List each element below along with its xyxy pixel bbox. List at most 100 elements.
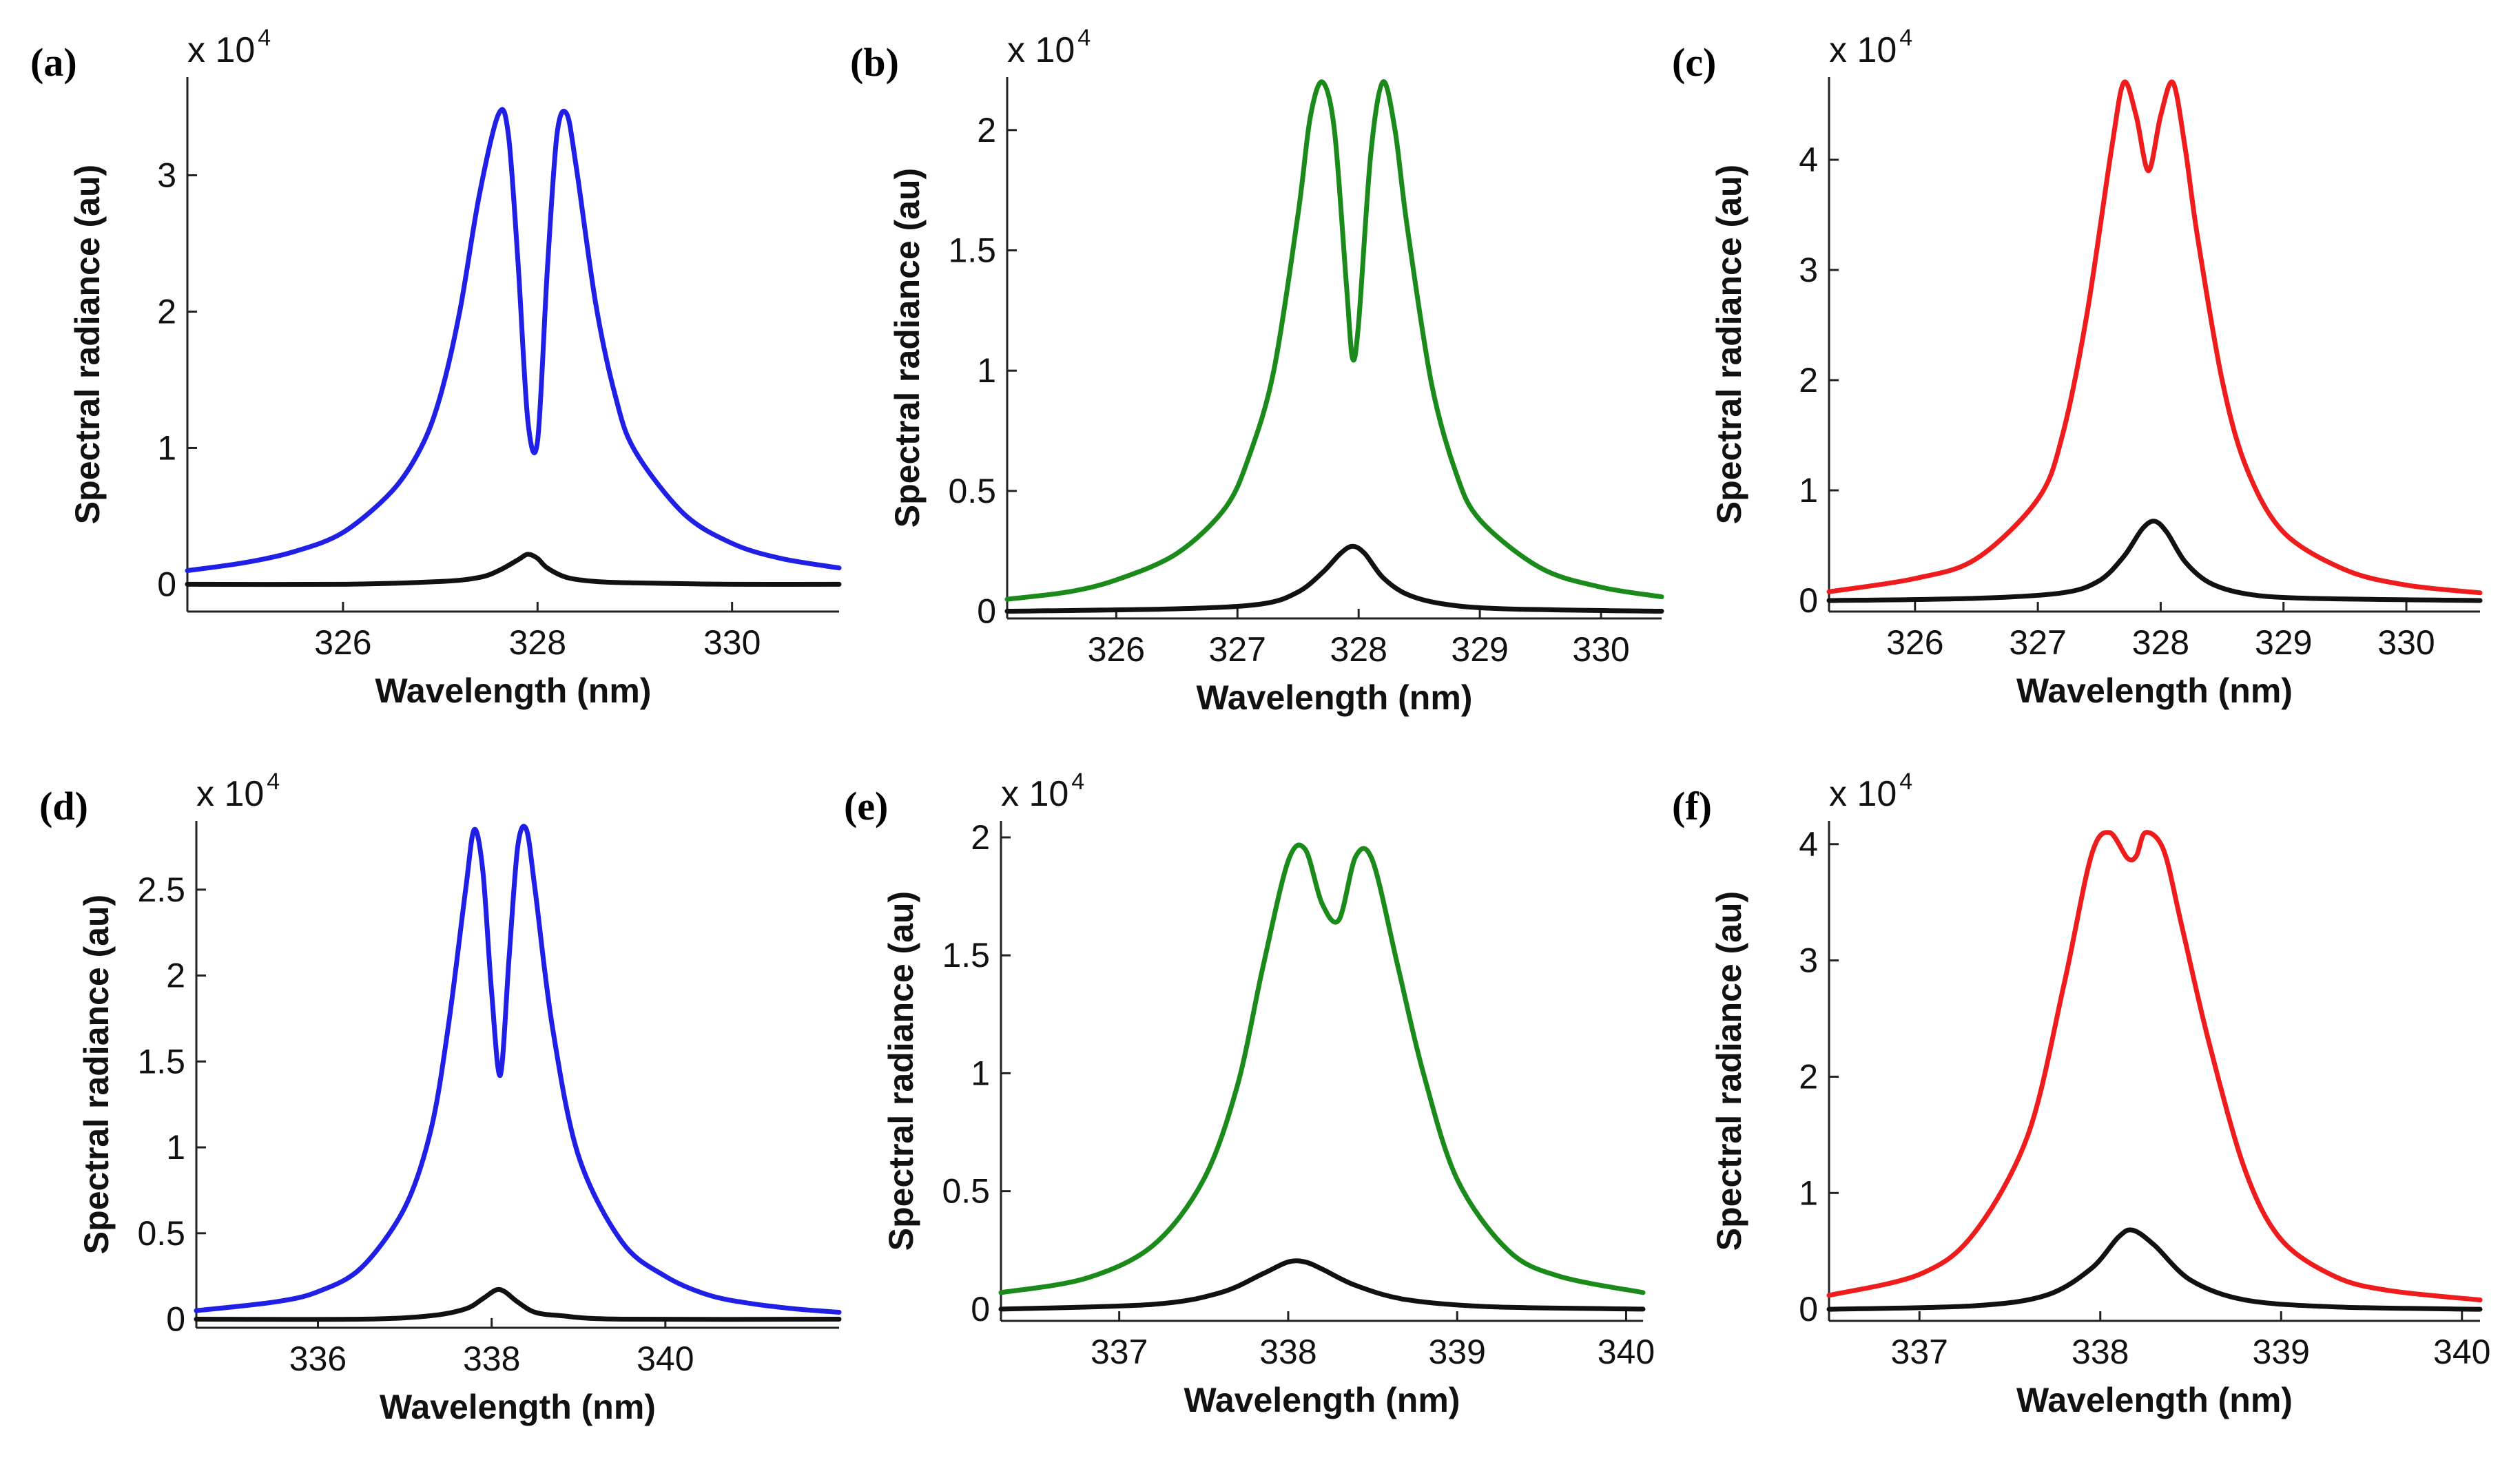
x-axis-label: Wavelength (nm) bbox=[1197, 678, 1473, 717]
y-exponent-base: x 10 bbox=[1001, 774, 1068, 814]
x-axis-label: Wavelength (nm) bbox=[2016, 671, 2293, 710]
y-tick-label: 2 bbox=[166, 957, 185, 995]
panel-label: (a) bbox=[30, 40, 77, 85]
series-line-black bbox=[1826, 1227, 2483, 1312]
x-tick-label: 337 bbox=[1091, 1333, 1148, 1371]
y-tick-label: 1 bbox=[971, 1054, 990, 1092]
series-line-colored bbox=[185, 107, 842, 574]
x-tick-label: 326 bbox=[1886, 623, 1943, 662]
x-axis-label: Wavelength (nm) bbox=[375, 671, 652, 710]
y-tick-label: 0 bbox=[971, 1290, 990, 1328]
y-exponent-power: 4 bbox=[1071, 769, 1084, 795]
x-tick-label: 340 bbox=[1598, 1333, 1655, 1371]
y-tick-label: 1.5 bbox=[942, 936, 990, 974]
chart-panel-b: 0 0.5 1 1.5 2 326 327 328 329 330 Wavelength (nm) S… bbox=[850, 25, 1664, 717]
chart-panel-d: 0 0.5 1 1.5 2 2.5 336 338 340 Wavelength (nm) Spec… bbox=[39, 769, 842, 1426]
y-tick-label: 2 bbox=[1799, 361, 1818, 399]
x-tick-label: 327 bbox=[2009, 623, 2066, 662]
y-tick-label: 3 bbox=[1799, 941, 1818, 980]
y-exponent-base: x 10 bbox=[187, 30, 255, 70]
series-line-black bbox=[1004, 543, 1664, 614]
y-tick-label: 0.5 bbox=[948, 472, 996, 510]
y-tick-label: 0 bbox=[977, 592, 996, 631]
chart-panel-c: 0 1 2 3 4 326 327 328 329 330 Wavelength (nm) Spect… bbox=[1672, 25, 2483, 710]
x-tick-label: 330 bbox=[1572, 630, 1629, 669]
x-tick-label: 339 bbox=[2253, 1333, 2310, 1371]
y-tick-label: 2.5 bbox=[137, 870, 185, 909]
x-tick-label: 327 bbox=[1209, 630, 1266, 669]
x-tick-label: 328 bbox=[2132, 623, 2189, 662]
panel-label: (e) bbox=[844, 784, 888, 828]
y-tick-label: 1 bbox=[166, 1128, 185, 1167]
series-line-colored bbox=[1826, 79, 2483, 596]
x-tick-label: 338 bbox=[1259, 1333, 1316, 1371]
y-exponent-power: 4 bbox=[1899, 25, 1912, 51]
y-axis-label: Spectral radiance (au) bbox=[68, 165, 107, 524]
panel-label: (d) bbox=[39, 784, 88, 828]
x-tick-label: 340 bbox=[637, 1339, 694, 1378]
x-tick-label: 337 bbox=[1891, 1333, 1948, 1371]
y-tick-label: 0.5 bbox=[942, 1172, 990, 1211]
x-axis-label: Wavelength (nm) bbox=[1184, 1381, 1460, 1419]
y-tick-label: 2 bbox=[157, 292, 176, 331]
series-line-colored bbox=[1004, 79, 1664, 602]
series-line-black bbox=[194, 1286, 842, 1322]
y-exponent-power: 4 bbox=[1077, 25, 1091, 51]
y-exponent-label: x 10 4 bbox=[196, 769, 280, 814]
x-tick-label: 326 bbox=[314, 623, 371, 662]
x-tick-label: 340 bbox=[2433, 1333, 2490, 1371]
y-exponent-power: 4 bbox=[1899, 769, 1912, 795]
y-tick-label: 2 bbox=[971, 818, 990, 857]
y-axis-label: Spectral radiance (au) bbox=[882, 891, 920, 1251]
x-axis-label: Wavelength (nm) bbox=[2016, 1381, 2293, 1419]
y-exponent-label: x 10 4 bbox=[1829, 769, 1912, 814]
x-tick-label: 328 bbox=[509, 623, 566, 662]
x-tick-label: 339 bbox=[1428, 1333, 1485, 1371]
series-line-colored bbox=[998, 842, 1646, 1295]
y-axis-label: Spectral radiance (au) bbox=[1710, 891, 1748, 1251]
series-line-colored bbox=[194, 824, 842, 1315]
y-exponent-base: x 10 bbox=[1007, 30, 1075, 70]
y-exponent-base: x 10 bbox=[1829, 774, 1897, 814]
y-tick-label: 1 bbox=[1799, 471, 1818, 510]
y-exponent-label: x 10 4 bbox=[1829, 25, 1912, 70]
y-tick-label: 4 bbox=[1799, 825, 1818, 864]
y-exponent-base: x 10 bbox=[1829, 30, 1897, 70]
x-tick-label: 329 bbox=[1451, 630, 1508, 669]
y-tick-label: 1 bbox=[977, 351, 996, 390]
y-tick-label: 3 bbox=[157, 156, 176, 195]
y-tick-label: 2 bbox=[1799, 1057, 1818, 1096]
y-tick-label: 0 bbox=[166, 1300, 185, 1339]
x-tick-label: 330 bbox=[2377, 623, 2435, 662]
y-tick-label: 0 bbox=[1799, 1290, 1818, 1328]
panel-label: (b) bbox=[850, 40, 899, 85]
y-tick-label: 1.5 bbox=[948, 231, 996, 270]
y-tick-label: 3 bbox=[1799, 251, 1818, 289]
x-tick-label: 326 bbox=[1088, 630, 1145, 669]
x-axis-label: Wavelength (nm) bbox=[380, 1388, 656, 1426]
y-exponent-power: 4 bbox=[267, 769, 280, 795]
panel-label: (c) bbox=[1672, 40, 1716, 85]
chart-panel-a: 0 1 2 3 326 328 330 Wavelength (nm) Spectral rad… bbox=[30, 25, 842, 710]
chart-panel-f: 0 1 2 3 4 337 338 339 340 Wavelength (nm) Spectral… bbox=[1672, 769, 2490, 1419]
y-exponent-label: x 10 4 bbox=[1007, 25, 1091, 70]
y-tick-label: 1.5 bbox=[137, 1042, 185, 1081]
y-axis-label: Spectral radiance (au) bbox=[1710, 165, 1748, 524]
y-exponent-label: x 10 4 bbox=[1001, 769, 1084, 814]
series-line-black bbox=[185, 552, 842, 587]
y-axis-label: Spectral radiance (au) bbox=[888, 168, 927, 528]
x-tick-label: 330 bbox=[703, 623, 761, 662]
x-tick-label: 328 bbox=[1330, 630, 1387, 669]
series-line-colored bbox=[1826, 830, 2483, 1303]
y-tick-label: 0.5 bbox=[137, 1214, 185, 1253]
series-line-black bbox=[998, 1258, 1646, 1312]
y-tick-label: 4 bbox=[1799, 140, 1818, 179]
series-line-black bbox=[1826, 519, 2483, 603]
y-tick-label: 0 bbox=[157, 565, 176, 603]
x-tick-label: 338 bbox=[2072, 1333, 2129, 1371]
x-tick-label: 336 bbox=[289, 1339, 347, 1378]
chart-panel-e: 0 0.5 1 1.5 2 337 338 339 340 Wavelength (nm) Spec… bbox=[844, 769, 1655, 1419]
y-exponent-base: x 10 bbox=[196, 774, 264, 814]
x-tick-label: 338 bbox=[463, 1339, 520, 1378]
